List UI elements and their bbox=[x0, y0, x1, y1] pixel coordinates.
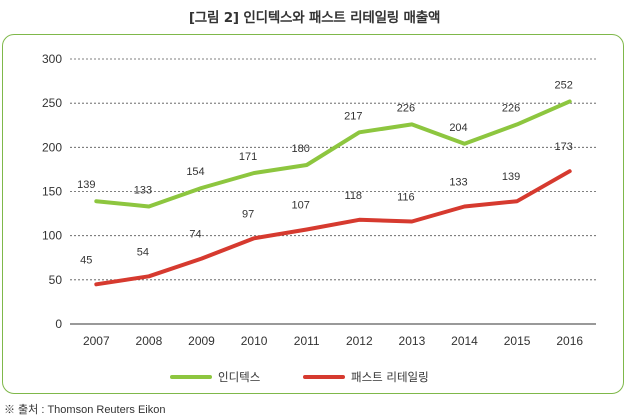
series-line bbox=[94, 99, 572, 209]
y-tick-label: 250 bbox=[42, 96, 62, 110]
data-label: 171 bbox=[239, 151, 257, 163]
x-tick-label: 2016 bbox=[556, 334, 583, 348]
data-label: 133 bbox=[134, 185, 152, 197]
data-label: 54 bbox=[137, 246, 149, 258]
x-tick-label: 2014 bbox=[451, 334, 478, 348]
data-label: 173 bbox=[555, 141, 573, 153]
x-tick-label: 2012 bbox=[346, 334, 373, 348]
data-label: 107 bbox=[292, 199, 310, 211]
legend-label: 인디텍스 bbox=[218, 370, 260, 384]
x-tick-label: 2011 bbox=[294, 334, 320, 348]
data-label: 45 bbox=[80, 254, 92, 266]
data-label: 133 bbox=[449, 177, 467, 189]
x-tick-label: 2015 bbox=[504, 334, 531, 348]
x-tick-label: 2007 bbox=[83, 334, 110, 348]
data-label: 74 bbox=[189, 229, 201, 241]
y-tick-label: 150 bbox=[42, 185, 62, 199]
data-label: 154 bbox=[186, 166, 204, 178]
series-line bbox=[94, 169, 572, 287]
chart-title: [그림 2] 인디텍스와 패스트 리테일링 매출액 bbox=[188, 10, 441, 26]
data-label: 139 bbox=[77, 179, 95, 191]
y-tick-label: 100 bbox=[42, 229, 62, 243]
y-tick-label: 300 bbox=[42, 52, 62, 66]
x-tick-label: 2009 bbox=[188, 334, 215, 348]
y-tick-label: 0 bbox=[55, 317, 62, 331]
line-chart: 0 50 100 150 200 250 300 2007 2008 2009 2010 2011 20… bbox=[42, 52, 596, 384]
data-label: 97 bbox=[242, 208, 254, 220]
x-tick-label: 2008 bbox=[136, 334, 163, 348]
data-label: 180 bbox=[292, 143, 310, 155]
data-label: 217 bbox=[344, 110, 362, 122]
data-label: 252 bbox=[555, 79, 573, 91]
legend-label: 패스트 리테일링 bbox=[351, 370, 429, 384]
source-note: ※ 출처 : Thomson Reuters Eikon bbox=[4, 404, 166, 416]
data-label: 226 bbox=[502, 102, 520, 114]
x-tick-label: 2013 bbox=[399, 334, 426, 348]
data-label: 116 bbox=[397, 192, 415, 204]
y-tick-label: 50 bbox=[49, 273, 63, 287]
data-label: 204 bbox=[449, 122, 467, 134]
data-label: 226 bbox=[397, 102, 415, 114]
data-label: 118 bbox=[345, 190, 363, 202]
data-label: 139 bbox=[502, 171, 520, 183]
chart-frame bbox=[2, 34, 624, 394]
x-tick-label: 2010 bbox=[241, 334, 268, 348]
y-tick-label: 200 bbox=[42, 140, 62, 154]
